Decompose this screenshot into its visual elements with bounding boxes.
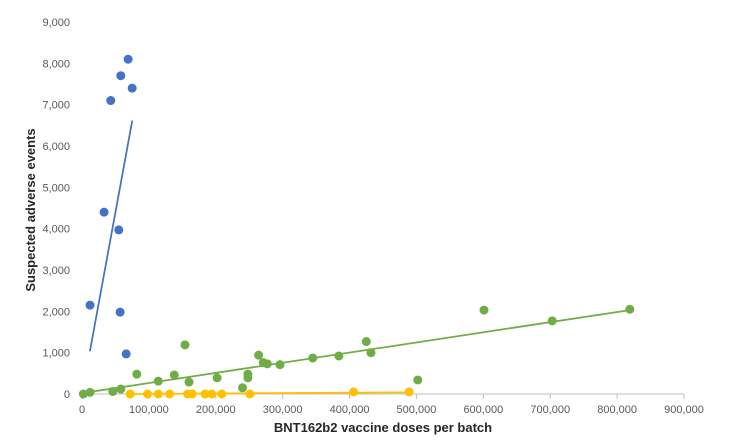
series-1-data-point [123, 54, 133, 64]
x-tick-label: 100,000 [129, 404, 169, 416]
series-2-data-point [254, 350, 264, 360]
y-tick-label: 8,000 [42, 58, 70, 70]
y-tick-label: 5,000 [42, 182, 70, 194]
series-1-trendline [89, 120, 134, 352]
y-tick-label: 6,000 [42, 141, 70, 153]
axes: 0 100,000 200,000 300,000 400,000 500,000 600,… [42, 17, 703, 416]
series-2-data-point [413, 375, 423, 385]
y-axis-title: Suspected adverse events [23, 128, 38, 291]
series-1-data-point [121, 349, 131, 359]
series-3-trendline [129, 391, 410, 395]
series-2-data-point [275, 360, 285, 370]
series-1-data-point [116, 71, 126, 81]
x-tick-label: 600,000 [463, 404, 503, 416]
x-tick-label: 0 [79, 404, 85, 416]
series-1 [85, 54, 137, 359]
y-tick-label: 4,000 [42, 224, 70, 236]
series-2 [78, 304, 635, 399]
series-2-data-point [547, 316, 557, 326]
y-tick-label: 0 [64, 389, 70, 401]
series-1-data-point [99, 207, 109, 217]
series-2-data-point [212, 373, 222, 383]
series-2-data-point [238, 383, 248, 393]
x-axis-title: BNT162b2 vaccine doses per batch [274, 420, 492, 435]
series-2-data-point [180, 340, 190, 350]
series-1-data-point [85, 300, 95, 310]
series-2-data-point [184, 377, 194, 387]
y-tick-label: 9,000 [42, 17, 70, 29]
series-3 [125, 387, 414, 399]
x-tick-label: 300,000 [263, 404, 303, 416]
y-tick-label: 1,000 [42, 348, 70, 360]
series-2-data-point [169, 370, 179, 380]
x-tick-label: 700,000 [530, 404, 570, 416]
series-2-trendline [81, 309, 631, 395]
series-2-data-point [116, 384, 126, 394]
series-2-data-point [334, 351, 344, 361]
series-1-data-point [127, 83, 137, 93]
y-tick-label: 2,000 [42, 306, 70, 318]
y-tick-label: 3,000 [42, 265, 70, 277]
series-2-data-point [132, 369, 142, 379]
series-2-data-point [361, 337, 371, 347]
series-1-data-point [114, 225, 124, 235]
x-tick-label: 900,000 [664, 404, 704, 416]
x-tick-label: 400,000 [330, 404, 370, 416]
series-2-data-point [243, 373, 253, 383]
series-1-data-point [106, 96, 116, 106]
plot-area [78, 54, 635, 399]
x-tick-label: 200,000 [196, 404, 236, 416]
x-tick-label: 800,000 [597, 404, 637, 416]
y-tick-label: 7,000 [42, 100, 70, 112]
series-1-data-point [115, 307, 125, 317]
series-2-data-point [479, 305, 489, 315]
x-tick-label: 500,000 [397, 404, 437, 416]
